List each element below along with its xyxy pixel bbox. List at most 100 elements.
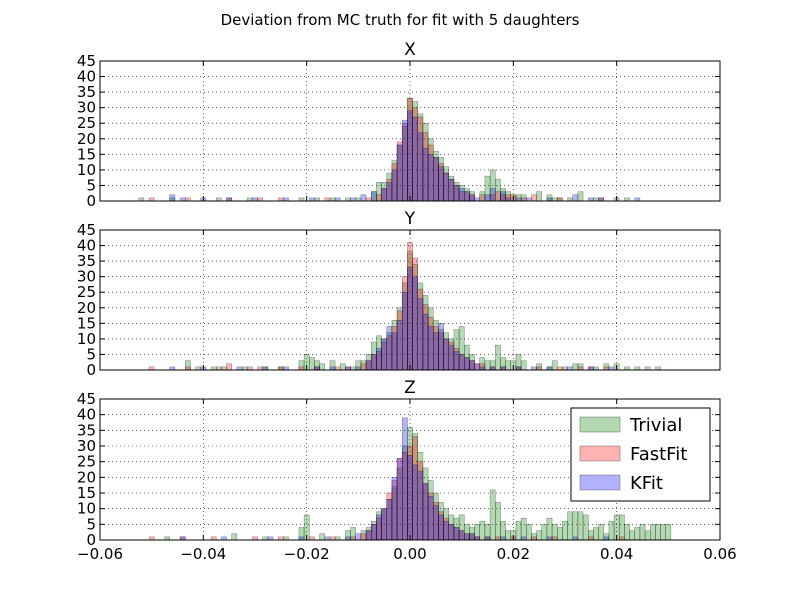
histogram-bar	[340, 363, 346, 371]
histogram-bar	[381, 188, 388, 202]
histogram-bar	[427, 326, 434, 371]
histogram-bar	[551, 360, 558, 371]
histogram-bar	[644, 530, 651, 541]
histogram-bar	[598, 524, 604, 541]
histogram-bar	[495, 344, 501, 371]
histogram-bar	[624, 524, 630, 541]
y-tick-label: 0	[86, 531, 96, 549]
x-tick-label: 0.02	[497, 545, 530, 563]
histogram-bar	[489, 188, 496, 202]
histogram-bar	[629, 530, 635, 541]
x-tick-label: 0.00	[393, 545, 426, 563]
histogram-bar	[407, 267, 413, 371]
y-tick-label: 40	[77, 237, 96, 255]
histogram-bar	[484, 194, 491, 202]
y-tick-label: 25	[77, 453, 96, 471]
histogram-bar	[412, 116, 419, 202]
histogram-bar	[619, 514, 625, 541]
histogram-bar	[391, 169, 398, 202]
histogram-bar	[402, 417, 408, 541]
histogram-bar	[526, 524, 532, 541]
histogram-bar	[453, 185, 460, 202]
histogram-bar	[458, 354, 465, 371]
histogram-bar	[474, 363, 481, 371]
legend-frame	[570, 407, 711, 502]
histogram-bar	[438, 514, 444, 541]
histogram-bar	[386, 499, 393, 541]
histogram-bar	[557, 527, 563, 541]
histogram-bar	[448, 524, 455, 541]
histogram-bar	[438, 323, 444, 371]
histogram-bar	[386, 326, 393, 371]
histogram-bar	[371, 191, 377, 202]
histogram-bar	[433, 157, 439, 202]
y-tick-label: 15	[77, 484, 96, 502]
y-tick-label: 35	[77, 252, 96, 270]
histogram-bar	[572, 194, 579, 202]
histogram-bar	[417, 298, 424, 371]
histogram-bar	[422, 313, 429, 371]
y-tick-label: 35	[77, 421, 96, 439]
histogram-bar	[567, 511, 573, 541]
y-tick-label: 5	[86, 515, 96, 533]
series-trivial	[164, 426, 672, 541]
histogram-bar	[469, 360, 475, 371]
histogram-bar	[381, 508, 388, 541]
y-tick-label: 40	[77, 68, 96, 86]
histogram-bar	[360, 363, 367, 371]
histogram-bar	[479, 520, 486, 541]
histogram-bar	[660, 524, 666, 541]
y-tick-label: 20	[77, 130, 96, 148]
y-tick-label: 45	[77, 390, 96, 408]
histogram-bar	[309, 357, 315, 371]
legend-item-kfit: KFit	[579, 473, 663, 494]
y-tick-label: 30	[77, 99, 96, 117]
series-trivial	[185, 251, 661, 371]
y-tick-label: 45	[77, 52, 96, 70]
histogram-bar	[536, 530, 542, 541]
legend-swatch	[579, 445, 621, 462]
legend-item-trivial: Trivial	[579, 415, 682, 436]
histogram-bar	[391, 477, 398, 541]
histogram-bar	[231, 533, 238, 541]
y-tick-label: 30	[77, 437, 96, 455]
histogram-bar	[520, 360, 527, 371]
histogram-bar	[427, 495, 434, 541]
histogram-bar	[402, 291, 408, 371]
histogram-bar	[650, 524, 656, 541]
y-tick-label: 30	[77, 268, 96, 286]
panel-title: Y	[404, 209, 416, 229]
histogram-bar	[433, 505, 439, 541]
histogram-bar	[448, 178, 455, 202]
histogram-bar	[443, 172, 450, 202]
histogram-bar	[495, 502, 501, 541]
y-tick-label: 20	[77, 299, 96, 317]
histogram-bar	[360, 194, 367, 202]
y-tick-label: 20	[77, 468, 96, 486]
histogram-bar	[577, 511, 584, 541]
histogram-bar	[422, 147, 429, 202]
histogram-bar	[484, 360, 491, 371]
y-tick-label: 25	[77, 283, 96, 301]
histogram-bar	[396, 144, 403, 202]
x-tick-label: −0.04	[180, 545, 226, 563]
histogram-bar	[169, 194, 176, 202]
histogram-bar	[376, 514, 382, 541]
histogram-bar	[634, 527, 641, 541]
histogram-bar	[582, 514, 589, 541]
y-tick-label: 45	[77, 221, 96, 239]
histogram-bar	[458, 188, 465, 202]
histogram-bar	[448, 344, 455, 371]
x-tick-label: −0.06	[77, 545, 123, 563]
histogram-bar	[443, 338, 450, 371]
histogram-bar	[355, 533, 362, 541]
y-tick-label: 5	[86, 176, 96, 194]
histogram-bar	[376, 347, 382, 371]
histogram-bar	[371, 354, 377, 371]
legend-swatch	[579, 416, 621, 433]
panel-title: Z	[404, 378, 416, 398]
histogram-bar	[365, 360, 372, 371]
series-fastfit	[148, 436, 625, 541]
histogram-bar	[495, 191, 501, 202]
